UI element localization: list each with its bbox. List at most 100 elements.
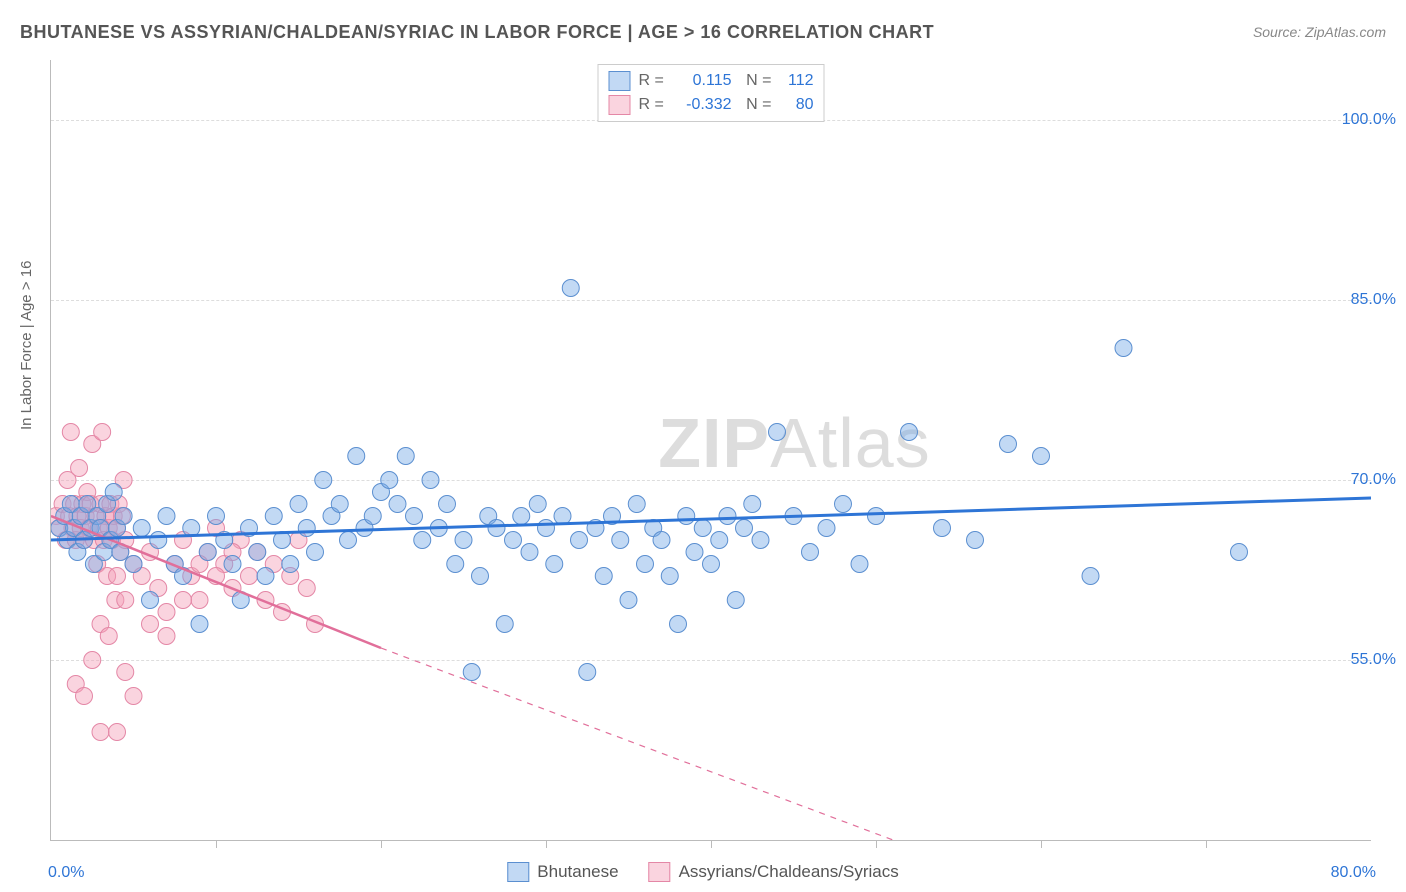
scatter-point <box>117 592 134 609</box>
r-label-blue: R = <box>639 72 669 90</box>
scatter-point <box>719 508 736 525</box>
scatter-point <box>934 520 951 537</box>
legend-swatch-blue-bottom <box>507 862 529 882</box>
legend-label-blue: Bhutanese <box>537 862 618 882</box>
scatter-point <box>158 628 175 645</box>
scatter-point <box>105 484 122 501</box>
source-attribution: Source: ZipAtlas.com <box>1253 24 1386 40</box>
scatter-point <box>62 424 79 441</box>
scatter-point <box>340 532 357 549</box>
scatter-point <box>612 532 629 549</box>
scatter-point <box>967 532 984 549</box>
scatter-point <box>224 556 241 573</box>
scatter-point <box>529 496 546 513</box>
scatter-point <box>562 280 579 297</box>
scatter-point <box>868 508 885 525</box>
trend-line <box>381 648 909 840</box>
scatter-point <box>546 556 563 573</box>
n-label-blue: N = <box>740 72 772 90</box>
scatter-point <box>769 424 786 441</box>
scatter-point <box>71 460 88 477</box>
scatter-point <box>414 532 431 549</box>
scatter-point <box>76 688 93 705</box>
scatter-point <box>835 496 852 513</box>
plot-area: ZIPAtlas R = 0.115 N = 112 R = -0.332 N … <box>50 60 1371 841</box>
correlation-legend: R = 0.115 N = 112 R = -0.332 N = 80 <box>598 64 825 122</box>
scatter-point <box>661 568 678 585</box>
scatter-point <box>315 472 332 489</box>
x-tick <box>381 840 382 848</box>
legend-swatch-pink-bottom <box>649 862 671 882</box>
legend-item-pink: Assyrians/Chaldeans/Syriacs <box>649 862 899 882</box>
scatter-point <box>191 592 208 609</box>
scatter-point <box>331 496 348 513</box>
n-label-pink: N = <box>740 96 772 114</box>
legend-label-pink: Assyrians/Chaldeans/Syriacs <box>679 862 899 882</box>
x-tick <box>876 840 877 848</box>
x-tick <box>546 840 547 848</box>
scatter-point <box>818 520 835 537</box>
scatter-point <box>579 664 596 681</box>
scatter-point <box>571 532 588 549</box>
scatter-point <box>694 520 711 537</box>
scatter-point <box>208 508 225 525</box>
scatter-point <box>802 544 819 561</box>
scatter-point <box>142 616 159 633</box>
scatter-point <box>241 568 258 585</box>
scatter-point <box>670 616 687 633</box>
scatter-point <box>851 556 868 573</box>
scatter-point <box>422 472 439 489</box>
n-value-blue: 112 <box>780 72 814 90</box>
r-label-pink: R = <box>639 96 669 114</box>
scatter-point <box>538 520 555 537</box>
scatter-point <box>117 664 134 681</box>
scatter-point <box>472 568 489 585</box>
x-axis-max-label: 80.0% <box>1331 864 1376 882</box>
scatter-point <box>100 628 117 645</box>
scatter-point <box>595 568 612 585</box>
legend-swatch-pink <box>609 95 631 115</box>
scatter-point <box>307 544 324 561</box>
scatter-point <box>1000 436 1017 453</box>
scatter-point <box>109 568 126 585</box>
scatter-point <box>1082 568 1099 585</box>
scatter-point <box>158 604 175 621</box>
scatter-point <box>92 724 109 741</box>
scatter-point <box>620 592 637 609</box>
scatter-point <box>199 544 216 561</box>
scatter-point <box>397 448 414 465</box>
scatter-point <box>282 556 299 573</box>
legend-row-blue: R = 0.115 N = 112 <box>609 69 814 93</box>
scatter-point <box>736 520 753 537</box>
scatter-point <box>175 592 192 609</box>
scatter-point <box>447 556 464 573</box>
scatter-point <box>115 508 132 525</box>
scatter-point <box>496 616 513 633</box>
series-legend: Bhutanese Assyrians/Chaldeans/Syriacs <box>507 862 898 882</box>
scatter-point <box>150 532 167 549</box>
scatter-point <box>513 508 530 525</box>
scatter-point <box>1033 448 1050 465</box>
scatter-point <box>381 472 398 489</box>
scatter-point <box>554 508 571 525</box>
scatter-point <box>406 508 423 525</box>
scatter-point <box>455 532 472 549</box>
scatter-point <box>389 496 406 513</box>
scatter-point <box>711 532 728 549</box>
y-axis-label: In Labor Force | Age > 16 <box>18 261 35 430</box>
scatter-point <box>505 532 522 549</box>
scatter-point <box>1231 544 1248 561</box>
scatter-point <box>653 532 670 549</box>
scatter-point <box>84 652 101 669</box>
scatter-point <box>125 688 142 705</box>
scatter-point <box>678 508 695 525</box>
scatter-point <box>628 496 645 513</box>
scatter-point <box>125 556 142 573</box>
scatter-point <box>439 496 456 513</box>
x-tick <box>711 840 712 848</box>
legend-swatch-blue <box>609 71 631 91</box>
scatter-point <box>298 580 315 597</box>
legend-item-blue: Bhutanese <box>507 862 618 882</box>
scatter-point <box>133 520 150 537</box>
scatter-point <box>348 448 365 465</box>
